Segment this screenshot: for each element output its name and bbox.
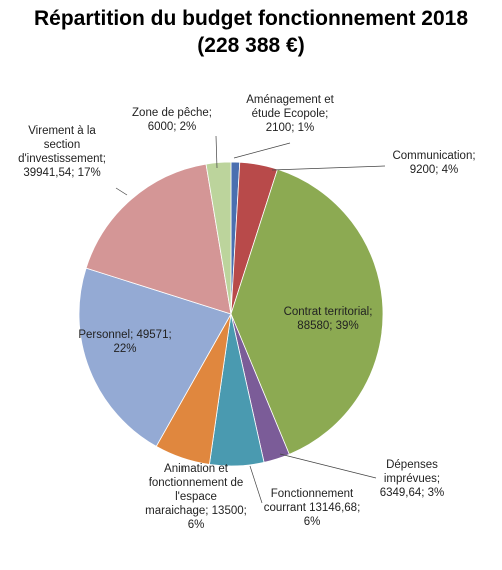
leader-line-4 <box>279 453 377 479</box>
pie-slice-3 <box>230 168 384 455</box>
data-label-5: Fonctionnement courrant 13146,68; 6% <box>264 488 361 528</box>
data-label-9: Zone de pêche; 6000; 2% <box>132 107 212 133</box>
leader-line-5 <box>249 465 263 504</box>
leader-line-9 <box>215 135 218 169</box>
pie-slice-7 <box>78 267 232 447</box>
pie-slice-9 <box>205 161 232 315</box>
data-label-2: Communication; 9200; 4% <box>392 150 475 176</box>
leader-line-1 <box>233 142 291 159</box>
data-label-3: Contrat territorial; 88580; 39% <box>284 306 373 332</box>
data-label-7: Personnel; 49571; 22% <box>78 329 171 355</box>
leader-line-2 <box>271 165 386 171</box>
data-label-8: Virement à la section d'investissement; 399… <box>18 125 106 179</box>
leader-line-8 <box>115 187 128 196</box>
data-label-4: Dépenses imprévues; 6349,64; 3% <box>380 459 445 499</box>
data-label-6: Animation et fonctionnement de l'espace mar… <box>145 463 247 531</box>
chart-title: Répartition du budget fonctionnement 201… <box>0 5 502 59</box>
pie-slice-8 <box>85 163 232 315</box>
chart-title-line-1: Répartition du budget fonctionnement 201… <box>33 7 469 30</box>
data-label-1: Aménagement et étude Ecopole; 2100; 1% <box>246 94 334 134</box>
chart-title-line-2: (228 388 €) <box>197 34 305 57</box>
